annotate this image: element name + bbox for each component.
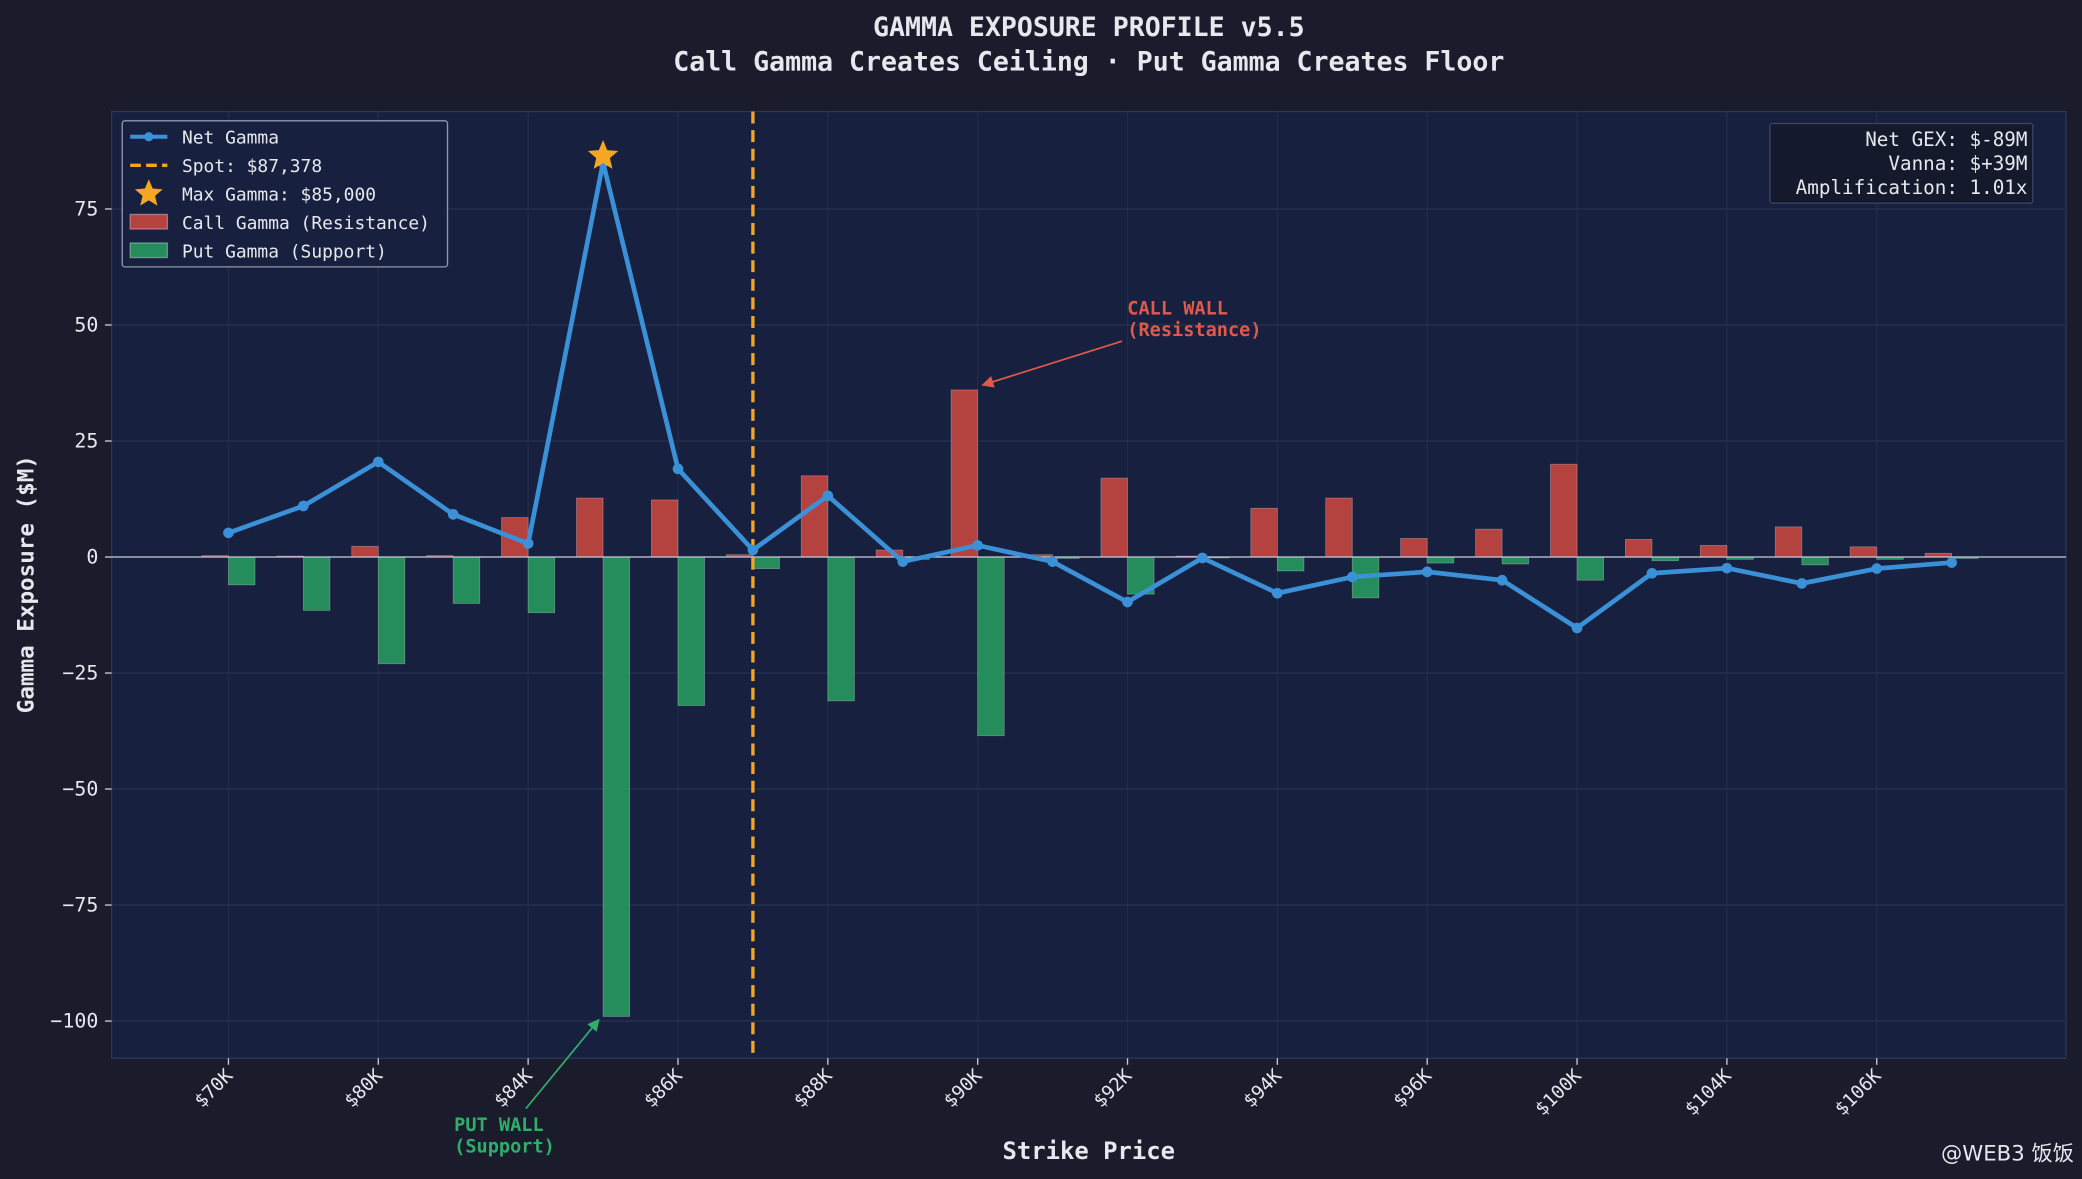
bar	[651, 499, 679, 558]
y-tick-label: 25	[74, 430, 98, 453]
bar	[1550, 463, 1578, 558]
bar	[1801, 556, 1829, 566]
net-point	[223, 527, 234, 539]
legend-swatch	[129, 242, 169, 259]
annotation-text: CALL WALL	[1127, 299, 1228, 320]
stats-text: Vanna: $+39M	[1888, 152, 2027, 175]
stats-text: Net GEX: $-89M	[1865, 128, 2027, 151]
x-axis-label: Strike Price	[1003, 1137, 1176, 1165]
bar	[1325, 497, 1353, 558]
legend-label: Net Gamma	[182, 127, 279, 148]
annotation-text: (Resistance)	[1127, 320, 1261, 341]
y-tick-label: −100	[50, 1010, 98, 1033]
net-point	[972, 540, 983, 551]
bar	[527, 556, 556, 614]
net-point	[672, 463, 684, 475]
plot-area	[110, 110, 2067, 1059]
bar	[1276, 556, 1305, 572]
chart-subtitle: Call Gamma Creates Ceiling · Put Gamma C…	[673, 46, 1504, 77]
bar	[576, 497, 604, 558]
legend-label: Spot: $87,378	[182, 156, 322, 177]
net-point	[447, 509, 459, 520]
bar	[602, 556, 631, 1017]
bar	[977, 556, 1005, 737]
watermark: @WEB3 饭饭	[1941, 1141, 2074, 1166]
net-point	[1122, 596, 1133, 608]
net-point	[1272, 587, 1283, 599]
bar	[1100, 477, 1128, 558]
legend-label: Put Gamma (Support)	[182, 242, 387, 263]
bar	[752, 556, 780, 570]
net-line	[227, 160, 1952, 631]
bar	[1774, 526, 1803, 558]
bar	[1475, 528, 1503, 558]
net-point	[522, 538, 534, 549]
bar	[452, 556, 481, 604]
bar	[377, 556, 406, 665]
net-point	[1946, 557, 1957, 568]
net-point	[372, 456, 384, 468]
net-point	[298, 500, 309, 512]
legend-label: Call Gamma (Resistance)	[182, 213, 430, 234]
bar	[800, 475, 829, 558]
bar	[1849, 546, 1878, 558]
y-tick-label: −75	[62, 894, 98, 917]
legend-label: Max Gamma: $85,000	[182, 184, 376, 205]
bar	[302, 556, 331, 611]
bar	[1426, 556, 1455, 564]
annotation-arrow	[525, 1018, 600, 1110]
bar	[827, 556, 855, 702]
y-tick-label: −50	[62, 778, 98, 801]
annotation-text: PUT WALL	[454, 1115, 543, 1136]
bar	[351, 545, 379, 558]
bar	[677, 556, 705, 706]
net-point	[1496, 574, 1508, 586]
bar	[1250, 507, 1278, 558]
bar	[1400, 538, 1428, 558]
bar	[1625, 538, 1653, 558]
net-point	[747, 544, 759, 556]
legend-swatch	[134, 179, 163, 206]
max-star	[587, 140, 619, 169]
net-point	[1571, 622, 1583, 634]
bar	[1501, 556, 1530, 565]
net-point	[1721, 562, 1733, 574]
net-point	[1646, 567, 1658, 579]
net-point	[1346, 571, 1358, 583]
y-tick-label: 0	[86, 546, 98, 569]
annotation-arrow	[981, 340, 1123, 388]
y-tick-label: 75	[74, 198, 98, 221]
y-tick-label: −25	[62, 662, 98, 685]
net-point	[1047, 556, 1058, 567]
net-point	[897, 556, 909, 567]
y-tick-label: 50	[74, 314, 98, 337]
legend-swatch	[129, 213, 169, 230]
bar	[228, 556, 256, 586]
net-point	[1871, 563, 1883, 574]
net-point	[1197, 552, 1208, 564]
legend-swatch	[144, 132, 154, 142]
chart-title: GAMMA EXPOSURE PROFILE v5.5	[873, 12, 1305, 43]
bar	[1699, 545, 1728, 558]
stats-text: Amplification: 1.01x	[1796, 176, 2028, 199]
bar	[950, 389, 979, 558]
annotation-text: (Support)	[454, 1136, 555, 1157]
net-point	[1421, 566, 1433, 578]
y-axis-label: Gamma Exposure ($M)	[13, 455, 39, 713]
bar	[1576, 556, 1604, 581]
net-point	[1796, 578, 1808, 589]
stats-box	[1769, 122, 2034, 204]
net-point	[822, 490, 834, 502]
legend-box	[121, 120, 449, 268]
